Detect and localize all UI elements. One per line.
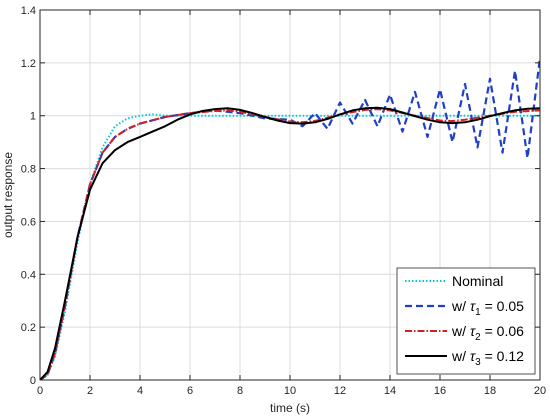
legend-label-4: w/ τ3 = 0.12 <box>451 348 524 368</box>
legend-label-2: w/ τ1 = 0.05 <box>451 298 524 318</box>
y-axis-label: output response <box>1 152 15 238</box>
legend-label-1: Nominal <box>452 273 503 289</box>
x-tick-label: 18 <box>484 385 496 397</box>
series-line-4 <box>40 106 540 380</box>
legend-label-suffix: = 0.06 <box>481 323 524 339</box>
y-tick-label: 1.4 <box>21 5 36 17</box>
legend-label-prefix: w/ <box>451 298 470 314</box>
x-tick-label: 4 <box>137 385 143 397</box>
legend-label-subscript: 3 <box>475 357 481 368</box>
legend-label-3: w/ τ2 = 0.06 <box>451 323 524 343</box>
x-tick-label: 14 <box>384 385 396 397</box>
series-layer <box>40 57 540 380</box>
x-tick-label: 10 <box>284 385 296 397</box>
y-tick-label: 0 <box>30 375 36 387</box>
legend-label-suffix: = 0.12 <box>481 348 524 364</box>
x-tick-label: 2 <box>87 385 93 397</box>
y-tick-label: 0.4 <box>21 269 36 281</box>
y-tick-label: 1.2 <box>21 58 36 70</box>
legend-label-prefix: Nominal <box>452 273 503 289</box>
legend-label-prefix: w/ <box>451 323 470 339</box>
legend-label-symbol: τ <box>470 323 476 339</box>
legend-label-symbol: τ <box>470 298 476 314</box>
x-tick-label: 0 <box>37 385 43 397</box>
legend-label-prefix: w/ <box>451 348 470 364</box>
x-tick-label: 8 <box>237 385 243 397</box>
y-tick-label: 0.8 <box>21 164 36 176</box>
legend-label-subscript: 2 <box>475 332 481 343</box>
x-axis-label: time (s) <box>270 401 310 415</box>
series-line-3 <box>40 108 540 380</box>
legend-label-symbol: τ <box>470 348 476 364</box>
x-tick-label: 16 <box>434 385 446 397</box>
y-tick-label: 1 <box>30 111 36 123</box>
x-tick-label: 12 <box>334 385 346 397</box>
series-line-2 <box>40 57 540 380</box>
x-tick-label: 20 <box>534 385 546 397</box>
y-tick-label: 0.6 <box>21 216 36 228</box>
legend-label-subscript: 1 <box>475 307 481 318</box>
legend-label-suffix: = 0.05 <box>481 298 524 314</box>
series-line-1 <box>40 113 540 380</box>
x-tick-label: 6 <box>187 385 193 397</box>
ticks <box>39 9 541 381</box>
y-tick-label: 0.2 <box>21 322 36 334</box>
